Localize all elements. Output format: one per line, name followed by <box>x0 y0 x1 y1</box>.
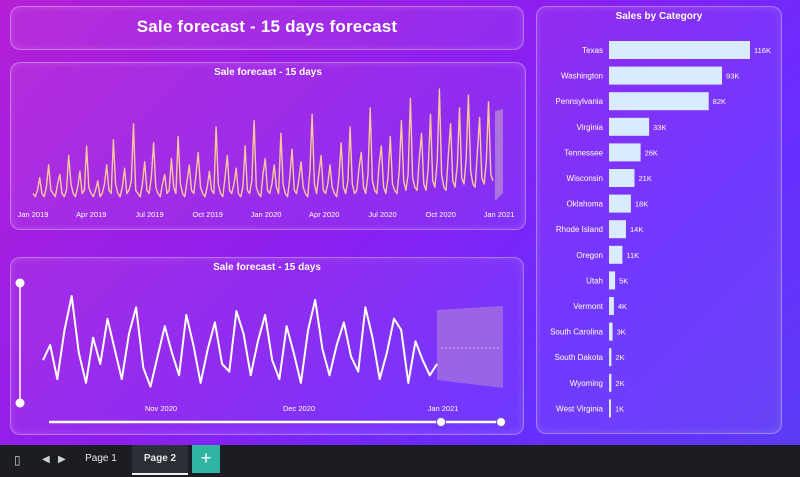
value-label: 21K <box>639 174 652 183</box>
x-tick-label: Jan 2021 <box>428 404 459 413</box>
tab-page-2[interactable]: Page 2 <box>132 445 188 475</box>
bar <box>609 246 622 264</box>
category-label: South Dakota <box>555 353 604 362</box>
bar <box>609 374 611 392</box>
chart1-svg[interactable]: Jan 2019 Apr 2019 Jul 2019 Oct 2019 Jan 2020… <box>11 63 525 229</box>
bar <box>609 271 615 289</box>
x-tick-label: Jul 2019 <box>135 210 163 219</box>
bar <box>609 297 614 315</box>
category-label: Vermont <box>573 302 604 311</box>
sales-line <box>43 296 437 387</box>
add-page-button[interactable]: + <box>192 445 220 473</box>
sales-by-category-chart[interactable]: Sales by Category Texas 116K Washington 93K… <box>536 6 782 434</box>
dashboard-title-card: Sale forecast - 15 days forecast <box>10 6 524 50</box>
value-label: 4K <box>618 302 627 311</box>
value-label: 18K <box>635 200 648 209</box>
range-slider-right-handle <box>497 418 506 427</box>
category-label: Pennsylvania <box>555 97 603 106</box>
bar <box>609 399 611 417</box>
bar <box>609 323 613 341</box>
value-label: 33K <box>653 123 666 132</box>
category-label: Wyoming <box>570 379 603 388</box>
category-label: Rhode Island <box>556 225 603 234</box>
category-label: Virginia <box>576 123 603 132</box>
category-label: Oklahoma <box>567 200 604 209</box>
phone-layout-icon[interactable]: ▯ <box>14 453 21 467</box>
sale-forecast-chart-2[interactable]: Sale forecast - 15 days Nov 2020 Dec 2020… <box>10 257 524 435</box>
x-tick-label: Jan 2020 <box>251 210 282 219</box>
chart2-svg[interactable]: Nov 2020 Dec 2020 Jan 2021 <box>11 258 523 434</box>
page-navigator: ▯ ◀ ▶ Page 1 Page 2 + <box>0 445 800 477</box>
x-tick-label: Apr 2020 <box>309 210 339 219</box>
value-label: 1K <box>615 404 624 413</box>
sales-line <box>33 89 493 197</box>
value-label: 14K <box>630 225 643 234</box>
bar <box>609 220 626 238</box>
next-page-icon[interactable]: ▶ <box>58 454 66 465</box>
vertical-slider-bottom-handle <box>16 399 25 408</box>
bar <box>609 118 649 136</box>
value-label: 5K <box>619 276 628 285</box>
x-tick-label: Oct 2019 <box>193 210 223 219</box>
value-label: 11K <box>626 251 639 260</box>
bar <box>609 92 709 110</box>
forecast-band <box>495 109 503 201</box>
tab-page-1[interactable]: Page 1 <box>72 445 130 473</box>
x-tick-label: Jan 2019 <box>18 210 49 219</box>
category-label: Washington <box>561 72 603 81</box>
x-tick-label: Dec 2020 <box>283 404 315 413</box>
value-label: 93K <box>726 72 739 81</box>
forecast-band <box>437 306 503 388</box>
dashboard-title: Sale forecast - 15 days forecast <box>11 17 523 37</box>
value-label: 3K <box>617 328 626 337</box>
bar <box>609 348 611 366</box>
value-label: 2K <box>615 353 624 362</box>
bar <box>609 41 750 59</box>
bar <box>609 67 722 85</box>
chart3-svg[interactable]: Texas 116K Washington 93K Pennsylvania 82K Vir… <box>537 7 781 433</box>
value-label: 2K <box>615 379 624 388</box>
x-tick-label: Nov 2020 <box>145 404 177 413</box>
x-tick-label: Oct 2020 <box>426 210 456 219</box>
category-label: Oregon <box>576 251 603 260</box>
value-label: 82K <box>713 97 726 106</box>
bar <box>609 143 641 161</box>
vertical-slider-top-handle <box>16 279 25 288</box>
category-label: West Virginia <box>556 404 603 413</box>
x-tick-label: Jul 2020 <box>368 210 396 219</box>
bar <box>609 169 635 187</box>
category-label: Tennessee <box>564 148 603 157</box>
category-label: Texas <box>582 46 603 55</box>
value-label: 26K <box>645 148 658 157</box>
category-label: Wisconsin <box>567 174 603 183</box>
bar <box>609 195 631 213</box>
x-tick-label: Jan 2021 <box>484 210 515 219</box>
range-slider-left-handle <box>437 418 446 427</box>
category-label: Utah <box>586 276 603 285</box>
sale-forecast-chart-1[interactable]: Sale forecast - 15 days Jan 2019 Apr 2019… <box>10 62 526 230</box>
prev-page-icon[interactable]: ◀ <box>42 454 50 465</box>
category-label: South Carolina <box>550 328 603 337</box>
x-tick-label: Apr 2019 <box>76 210 106 219</box>
value-label: 116K <box>754 46 771 55</box>
